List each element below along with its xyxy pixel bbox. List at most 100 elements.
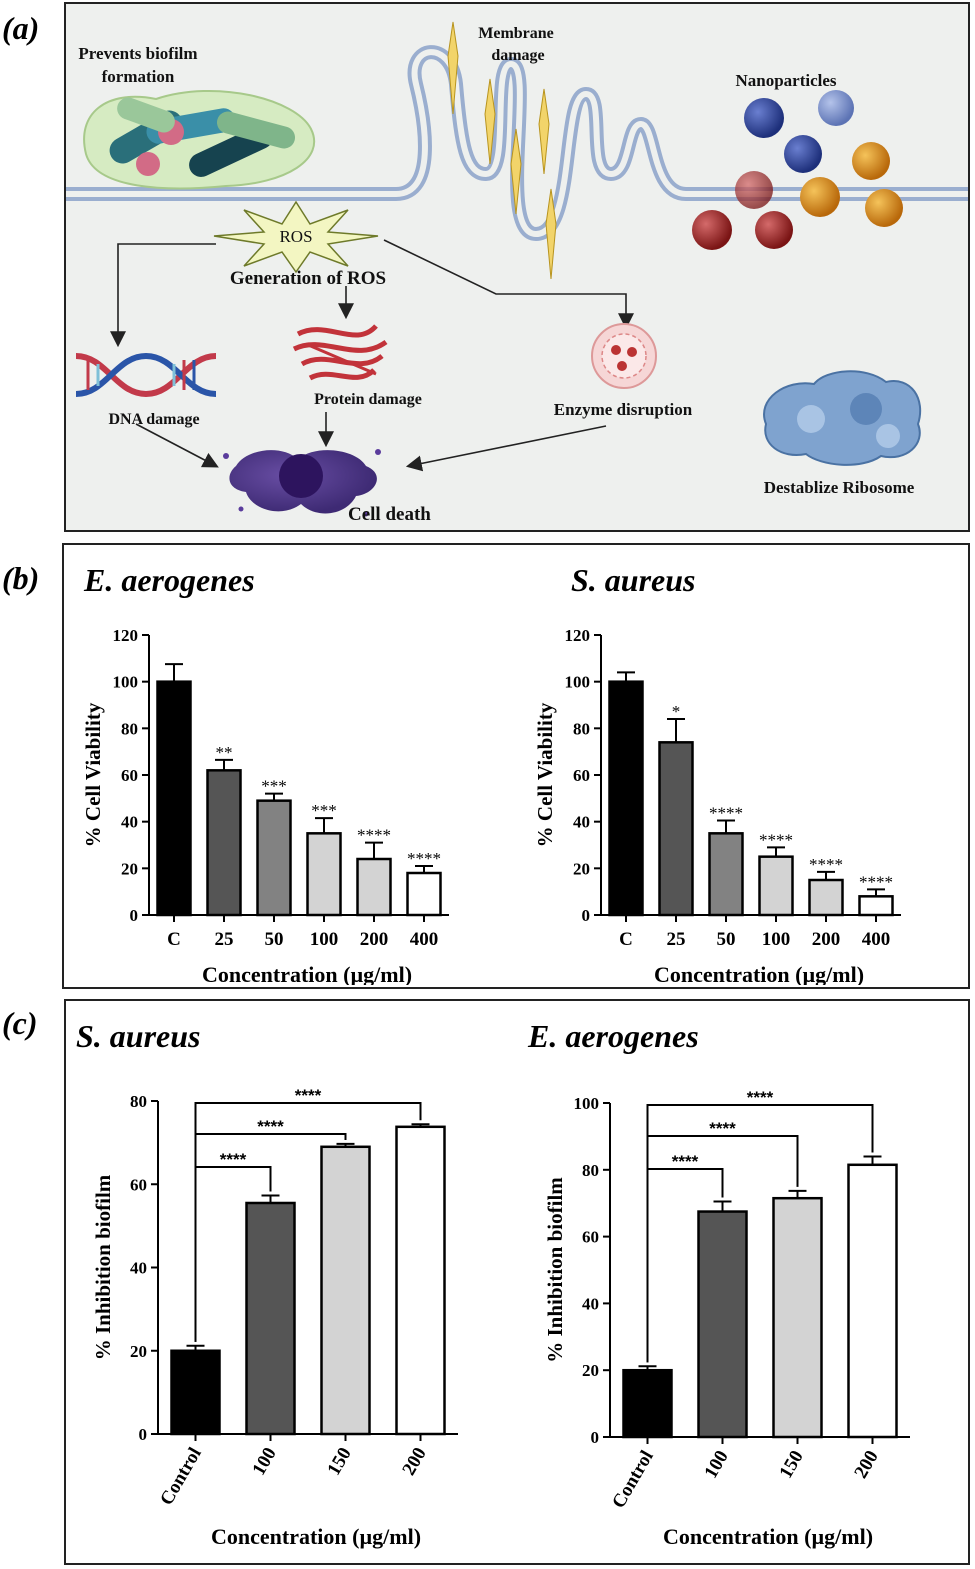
significance-label: **** (357, 826, 391, 845)
y-tick-label: 40 (573, 813, 590, 832)
significance-label: **** (809, 855, 843, 874)
bar (622, 1368, 673, 1439)
bar (206, 769, 242, 917)
label-nanoparticles: Nanoparticles (735, 71, 836, 90)
y-tick-label: 0 (591, 1428, 600, 1447)
bar (406, 871, 442, 917)
significance-label: **** (859, 872, 893, 891)
x-axis-label: Concentration (µg/ml) (211, 1524, 421, 1549)
y-tick-label: 60 (573, 766, 590, 785)
x-axis-label: Concentration (µg/ml) (654, 962, 864, 985)
y-axis-label: % Inhibition biofilm (543, 1177, 567, 1363)
bar (395, 1125, 446, 1436)
label-membrane-line1: Membrane (478, 25, 554, 42)
panel-label-a: (a) (2, 10, 40, 46)
significance-label: **** (759, 830, 793, 849)
significance-label: **** (709, 804, 743, 823)
chart-biofilm-e-aerogenes: E. aerogenes 0 20 40 60 80 100 % Inhibition bio… (527, 1018, 910, 1549)
comparison-label: **** (257, 1117, 284, 1136)
label-ros: ROS (279, 227, 312, 246)
bar (658, 741, 694, 917)
label-destablize-ribosome: Destablize Ribosome (764, 478, 915, 497)
x-tick-label: 200 (812, 929, 841, 950)
panel-label-b: (b) (2, 560, 40, 596)
biofilm-icon (83, 89, 316, 190)
chart-biofilm-s-aureus: S. aureus 0 20 40 60 80 % Inhibition biofilm Co… (76, 1018, 458, 1549)
comparison-label: **** (295, 1086, 322, 1105)
label-generation-of-ros: Generation of ROS (230, 268, 386, 289)
bar (245, 1201, 296, 1436)
x-tick-label: C (167, 929, 181, 950)
chart-viability-s-aureus: S. aureus 0 20 40 60 80 100 120 % Cell Viability… (533, 562, 901, 985)
x-tick-label: 50 (717, 929, 736, 950)
biofilm-inhibition-panel: S. aureus 0 20 40 60 80 % Inhibition biofilm Co… (64, 999, 970, 1565)
chart-title: E. aerogenes (83, 562, 255, 598)
x-tick-label: 200 (398, 1444, 430, 1479)
pathway-arrows (110, 239, 634, 472)
comparison-label: **** (220, 1150, 247, 1169)
x-tick-label: 200 (360, 929, 389, 950)
y-tick-label: 20 (582, 1361, 599, 1380)
chart-title: S. aureus (571, 562, 696, 598)
y-tick-label: 20 (573, 859, 590, 878)
bar (256, 799, 292, 917)
bar (170, 1349, 221, 1436)
y-tick-label: 120 (565, 626, 591, 645)
significance-label: *** (311, 801, 337, 820)
x-tick-label: Control (608, 1447, 658, 1512)
x-tick-label: C (619, 929, 633, 950)
label-cell-death: Cell death (348, 504, 431, 525)
x-tick-label: Control (156, 1444, 206, 1509)
x-axis-label: Concentration (µg/ml) (663, 1524, 873, 1549)
y-tick-label: 20 (130, 1342, 147, 1361)
panel-label-c: (c) (2, 1005, 38, 1041)
significance-label: * (672, 702, 681, 721)
mechanism-diagram-panel: Prevents biofilm formation Membrane dama… (64, 2, 970, 532)
significance-label: **** (407, 849, 441, 868)
comparison-label: **** (747, 1088, 774, 1107)
protein-icon (292, 324, 388, 381)
y-tick-label: 100 (113, 673, 139, 692)
x-tick-label: 150 (323, 1444, 355, 1479)
y-axis-label: % Cell Viability (81, 702, 105, 847)
membrane-icon (66, 21, 968, 280)
x-tick-label: 100 (248, 1444, 280, 1479)
y-tick-label: 20 (121, 859, 138, 878)
x-tick-label: 25 (667, 929, 686, 950)
y-tick-label: 100 (574, 1094, 600, 1113)
y-tick-label: 60 (121, 766, 138, 785)
label-biofilm-line2: formation (102, 67, 175, 86)
mechanism-diagram: Prevents biofilm formation Membrane dama… (66, 21, 968, 525)
y-tick-label: 0 (130, 906, 139, 925)
y-tick-label: 80 (121, 719, 138, 738)
y-tick-label: 80 (573, 719, 590, 738)
y-tick-label: 0 (139, 1425, 148, 1444)
y-tick-label: 0 (582, 906, 591, 925)
ros-burst-icon (213, 200, 379, 274)
x-tick-label: 200 (850, 1447, 882, 1482)
bar (156, 680, 192, 917)
comparison-label: **** (709, 1119, 736, 1138)
y-tick-label: 80 (582, 1161, 599, 1180)
bar (772, 1196, 823, 1439)
bar (708, 832, 744, 917)
dna-icon (75, 352, 217, 398)
enzyme-icon (591, 323, 657, 389)
x-tick-label: 25 (215, 929, 234, 950)
label-biofilm-line1: Prevents biofilm (78, 44, 197, 63)
significance-label: *** (261, 777, 287, 796)
x-axis-label: Concentration (µg/ml) (202, 962, 412, 985)
label-dna-damage: DNA damage (108, 411, 199, 428)
y-tick-label: 40 (130, 1259, 147, 1278)
bar (320, 1145, 371, 1436)
nanoparticle-icon (692, 90, 903, 250)
bar (847, 1163, 898, 1439)
y-tick-label: 40 (121, 813, 138, 832)
bar (697, 1210, 748, 1439)
y-tick-label: 80 (130, 1092, 147, 1111)
x-tick-label: 150 (775, 1447, 807, 1482)
bar (356, 857, 392, 917)
bar (758, 855, 794, 917)
y-tick-label: 120 (113, 626, 139, 645)
x-tick-label: 50 (265, 929, 284, 950)
